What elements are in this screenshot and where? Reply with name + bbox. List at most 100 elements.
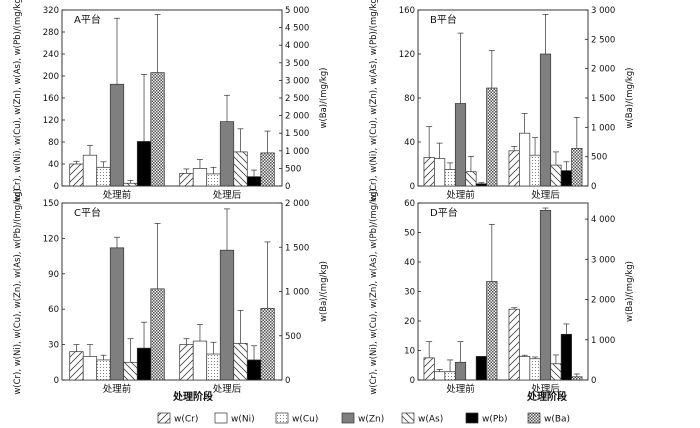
right-tick-label: 1 500 xyxy=(285,129,309,139)
bar-wpb-after xyxy=(560,333,572,381)
bar-wcr-after xyxy=(508,150,520,187)
right-tick-label: 2 000 xyxy=(285,199,309,209)
legend-swatch xyxy=(527,412,541,424)
left-axis-label: w(Cr), w(Ni), w(Cu), w(Zn), w(As), w(Pb)… xyxy=(13,188,23,394)
category-label: 处理前 xyxy=(103,383,132,395)
bar-wcr-after xyxy=(508,308,520,381)
bar-wpb-before xyxy=(136,347,152,381)
left-tick-label: 200 xyxy=(43,72,59,82)
bar-wzn-after xyxy=(219,121,235,187)
bar-wcr-before xyxy=(423,357,435,381)
bar-wni-after xyxy=(519,132,531,187)
right-tick-label: 1 000 xyxy=(591,336,615,346)
right-tick-label: 0 xyxy=(591,182,596,192)
panel-2: 0 40 80 120 160 0 500 1 000 1 500 2 000 2 500 3 000… xyxy=(369,0,635,201)
bar-wcr-after xyxy=(179,344,194,381)
left-tick-label: 240 xyxy=(43,50,59,60)
left-tick-label: 80 xyxy=(48,138,59,148)
category-label: 处理前 xyxy=(446,189,475,201)
legend-item-as: w(As) xyxy=(401,412,443,425)
left-tick-label: 60 xyxy=(48,305,59,315)
bar-wzn-after xyxy=(219,249,235,381)
bar-wcr-before xyxy=(423,157,435,187)
legend: w(Cr) w(Ni) w(Cu) w(Zn) w(As) w(Pb) w(Ba) xyxy=(157,412,570,425)
right-tick-label: 3 000 xyxy=(285,76,309,86)
bar-wzn-before xyxy=(454,103,467,187)
right-tick-label: 4 000 xyxy=(591,215,615,225)
left-axis-label: w(Cr), w(Ni), w(Cu), w(Zn), w(As), w(Pb)… xyxy=(369,188,379,394)
left-tick-label: 40 xyxy=(48,160,59,170)
left-tick-label: 120 xyxy=(43,116,59,126)
left-tick-label: 50 xyxy=(404,229,415,239)
right-axis-label: w(Ba)/(mg/kg) xyxy=(625,68,635,129)
legend-item-pb: w(Pb) xyxy=(465,412,508,425)
category-label: 处理后 xyxy=(213,189,242,201)
left-tick-label: 30 xyxy=(48,341,59,351)
left-tick-label: 0 xyxy=(410,376,415,386)
legend-item-ni: w(Ni) xyxy=(214,412,255,425)
right-tick-label: 3 000 xyxy=(591,255,615,265)
left-tick-label: 120 xyxy=(43,234,59,244)
plot-frame xyxy=(61,202,283,381)
legend-label: w(Pb) xyxy=(482,415,508,425)
legend-label: w(As) xyxy=(418,415,443,425)
right-tick-label: 2 000 xyxy=(285,112,309,122)
right-tick-label: 2 500 xyxy=(285,94,309,104)
bar-wba-before xyxy=(486,281,498,381)
bar-wcu-before xyxy=(96,166,111,187)
legend-swatch xyxy=(157,412,171,424)
legend-label: w(Cr) xyxy=(174,415,198,425)
category-label: 处理前 xyxy=(103,189,132,201)
bar-wcu-before xyxy=(444,169,456,187)
bar-wzn-after xyxy=(539,210,552,381)
right-axis-label: w(Ba)/(mg/kg) xyxy=(625,261,635,322)
legend-item-zn: w(Zn) xyxy=(341,412,384,425)
category-label: 处理后 xyxy=(531,383,560,395)
bar-was-after xyxy=(550,363,562,381)
panel-label: A平台 xyxy=(74,13,101,26)
bar-wba-after xyxy=(260,152,275,187)
bar-was-after xyxy=(550,164,562,187)
bar-wcu-after xyxy=(529,358,541,381)
bar-wba-after xyxy=(260,307,275,381)
panel-label: C平台 xyxy=(74,206,101,219)
x-axis-title: 处理阶段 xyxy=(172,390,213,403)
legend-item-cr: w(Cr) xyxy=(157,412,198,425)
bar-wni-after xyxy=(192,340,208,381)
right-tick-label: 500 xyxy=(285,332,301,342)
right-tick-label: 3 500 xyxy=(285,59,309,69)
bar-wni-after xyxy=(192,168,208,187)
panel-label: B平台 xyxy=(430,13,457,26)
legend-item-cu: w(Cu) xyxy=(275,412,318,425)
legend-label: w(Cu) xyxy=(292,415,318,425)
bar-wcu-before xyxy=(96,359,111,381)
bar-wzn-before xyxy=(109,83,125,187)
bar-wzn-before xyxy=(109,247,125,381)
right-tick-label: 1 000 xyxy=(591,123,615,133)
legend-label: w(Ba) xyxy=(544,415,570,425)
category-label: 处理后 xyxy=(213,383,242,395)
left-tick-label: 40 xyxy=(404,258,415,268)
category-label: 处理前 xyxy=(446,383,475,395)
right-tick-label: 500 xyxy=(591,153,607,163)
bar-wcu-after xyxy=(529,154,541,187)
bar-wni-before xyxy=(434,371,446,381)
bar-wzn-before xyxy=(454,361,467,381)
right-tick-label: 2 000 xyxy=(591,65,615,75)
legend-swatch xyxy=(214,412,228,424)
bar-wni-after xyxy=(519,356,531,381)
right-tick-label: 5 000 xyxy=(285,6,309,16)
left-tick-label: 160 xyxy=(399,6,415,16)
bar-wni-before xyxy=(434,158,446,187)
left-tick-label: 20 xyxy=(404,317,415,327)
bar-wpb-after xyxy=(246,359,262,381)
panel-4: 0 10 20 30 40 50 60 0 1 000 2 000 3 000 4 000 D平台 w(C… xyxy=(369,188,635,395)
right-tick-label: 2 500 xyxy=(591,35,615,45)
left-axis-label: w(Cr), w(Ni), w(Cu), w(Zn), w(As), w(Pb)… xyxy=(369,0,379,201)
right-axis-label: w(Ba)/(mg/kg) xyxy=(319,261,329,322)
legend-swatch xyxy=(401,412,415,424)
bar-wpb-after xyxy=(246,176,262,187)
bar-was-before xyxy=(123,361,138,381)
bar-wcr-before xyxy=(69,163,84,187)
right-axis-label: w(Ba)/(mg/kg) xyxy=(319,68,329,129)
